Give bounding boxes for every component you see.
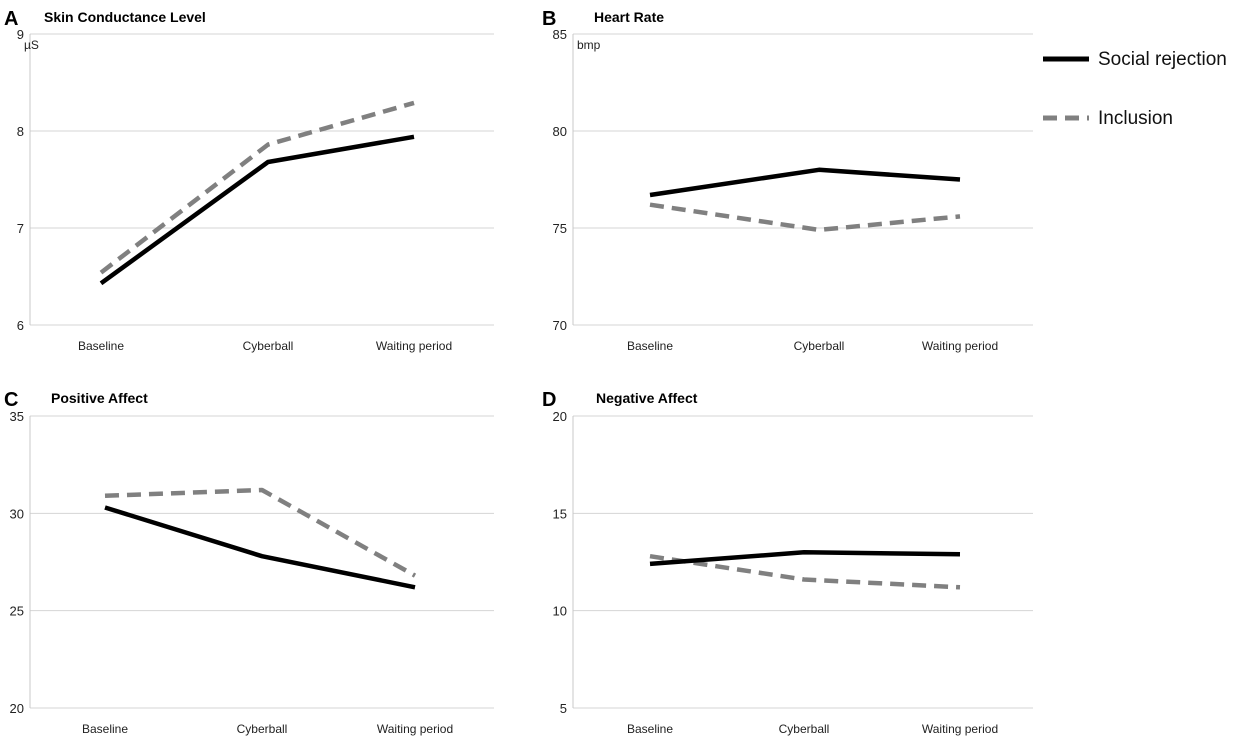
series-line-social-rejection bbox=[649, 550, 961, 567]
x-tick-label: Cyberball bbox=[243, 339, 294, 353]
panel-letter: A bbox=[4, 8, 18, 30]
series-line-inclusion bbox=[649, 202, 961, 233]
series-line-inclusion bbox=[649, 553, 961, 590]
x-tick-label: Waiting period bbox=[377, 722, 453, 736]
x-tick-label: Waiting period bbox=[922, 722, 998, 736]
y-tick-label: 70 bbox=[553, 318, 567, 333]
x-tick-label: Cyberball bbox=[779, 722, 830, 736]
x-tick-label: Baseline bbox=[627, 722, 673, 736]
series-line-inclusion bbox=[99, 100, 415, 275]
chart-panel-d: 5 10 15 20 Baseline Cyberball Waiting period D N… bbox=[542, 389, 1033, 736]
chart-title: Negative Affect bbox=[596, 390, 698, 406]
x-tick-label: Baseline bbox=[627, 339, 673, 353]
chart-panel-c: 20 25 30 35 Baseline Cyberball Waiting period C… bbox=[4, 389, 494, 736]
series-line-social-rejection bbox=[649, 167, 961, 198]
y-tick-label: 75 bbox=[553, 221, 567, 236]
x-tick-label: Baseline bbox=[82, 722, 128, 736]
y-tick-label: 20 bbox=[553, 409, 567, 424]
y-tick-label: 10 bbox=[553, 604, 567, 619]
legend-label-social-rejection: Social rejection bbox=[1098, 49, 1227, 70]
panels: 6 7 8 9 Baseline Cyberball Waiting period A Skin… bbox=[4, 8, 1033, 736]
y-tick-label: 5 bbox=[560, 701, 567, 716]
legend: Social rejection Inclusion bbox=[1043, 49, 1227, 129]
legend-label-inclusion: Inclusion bbox=[1098, 108, 1173, 129]
y-tick-label: 80 bbox=[553, 124, 567, 139]
x-tick-label: Waiting period bbox=[376, 339, 452, 353]
y-unit-label: µS bbox=[24, 38, 39, 52]
x-tick-label: Cyberball bbox=[237, 722, 288, 736]
chart-title: Heart Rate bbox=[594, 9, 664, 25]
panel-letter: D bbox=[542, 389, 556, 411]
panel-letter: B bbox=[542, 8, 556, 30]
series-line-inclusion bbox=[104, 487, 417, 578]
y-tick-label: 25 bbox=[10, 604, 24, 619]
series-line-social-rejection bbox=[104, 505, 416, 590]
chart-panel-a: 6 7 8 9 Baseline Cyberball Waiting period A Skin… bbox=[4, 8, 494, 353]
x-tick-label: Cyberball bbox=[794, 339, 845, 353]
y-tick-label: 85 bbox=[553, 27, 567, 42]
x-tick-label: Waiting period bbox=[922, 339, 998, 353]
y-tick-label: 8 bbox=[17, 124, 24, 139]
y-tick-label: 35 bbox=[10, 409, 24, 424]
y-tick-label: 30 bbox=[10, 506, 24, 521]
y-tick-label: 6 bbox=[17, 318, 24, 333]
panel-letter: C bbox=[4, 389, 18, 411]
y-tick-label: 9 bbox=[17, 27, 24, 42]
y-unit-label: bmp bbox=[577, 38, 601, 52]
chart-panel-b: 70 75 80 85 Baseline Cyberball Waiting period B… bbox=[542, 8, 1033, 353]
chart-title: Skin Conductance Level bbox=[44, 9, 206, 25]
y-tick-label: 20 bbox=[10, 701, 24, 716]
chart-title: Positive Affect bbox=[51, 390, 148, 406]
y-tick-label: 15 bbox=[553, 506, 567, 521]
y-tick-label: 7 bbox=[17, 221, 24, 236]
series-line-social-rejection bbox=[99, 134, 415, 286]
x-tick-label: Baseline bbox=[78, 339, 124, 353]
